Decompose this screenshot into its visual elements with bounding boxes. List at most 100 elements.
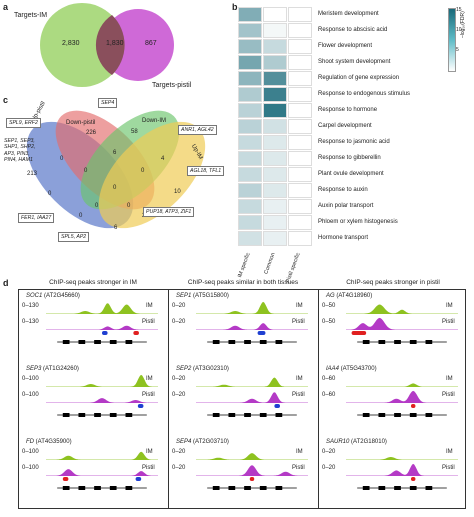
im-signal [46,451,158,460]
im-signal [46,374,158,387]
exon-block [125,413,133,417]
gene-box-sep4: SEP4 [98,98,118,108]
pistil-track-label: Pistil [142,465,155,471]
gene-title: AG (AT4G18960) [326,293,372,299]
heatmap-cell [263,71,287,86]
go-term-label: Response to jasmonic acid [318,139,390,145]
pistil-track-label: Pistil [442,319,455,325]
im-scale: 0–130 [22,303,39,309]
pistil-signal [46,469,158,476]
venn-overlap [95,15,125,75]
gene-title: SEP3 (AT1G24260) [26,366,79,372]
gene-title: SOC1 (AT2G45660) [26,293,80,299]
gene-id: (AT2G18010) [351,439,387,445]
heatmap-cell [238,103,262,118]
panel-d-column-divider [318,289,319,509]
peak-region [257,331,266,335]
im-signal [196,377,308,387]
venn4-count-down-im: 58 [131,129,138,135]
go-term-label: Regulation of gene expression [318,75,400,81]
colorbar-tick-15: 15 [456,7,462,13]
heatmap-cell [288,87,312,102]
pistil-signal [346,463,458,476]
exon-block [78,413,86,417]
exon-block [228,486,236,490]
exon-block [425,486,433,490]
heatmap-cell [263,23,287,38]
heatmap-cell [288,167,312,182]
exon-block [259,340,267,344]
chip-track-svg [46,451,158,490]
exon-block [275,486,283,490]
venn4-count-up-uim: 10 [174,189,181,195]
venn-overlap-count: 1,830 [106,40,124,47]
venn-set1-label: Targets-IM [14,12,48,19]
im-signal [346,383,458,387]
exon-block [212,413,220,417]
go-term-label: Response to abscisic acid [318,27,388,33]
heatmap-cell [288,119,312,134]
im-scale: 0–60 [322,376,336,382]
heatmap-cell [263,103,287,118]
gene-name: SEP4 [176,439,194,445]
exon-block [109,340,117,344]
go-term-label: Response to endogenous stimulus [318,91,411,97]
go-term-label: Carpel development [318,123,372,129]
exon-block [362,486,370,490]
heatmap-cell [238,199,262,214]
im-signal [46,303,158,314]
im-signal [346,457,458,460]
exon-block [212,340,220,344]
chip-track-svg [46,374,158,417]
gene-box-agl18: AGL18, TFL1 [187,166,225,176]
im-scale: 0–100 [22,376,39,382]
exon-block [244,340,251,344]
panel-b-letter: b [232,2,238,12]
pistil-signal [346,317,458,330]
heatmap-cell [238,183,262,198]
peak-region [135,477,142,481]
gene-id: (AT2G45660) [44,293,80,299]
venn-only-pistil-count: 867 [145,40,157,47]
gene-name: SAUR10 [326,439,352,445]
pistil-scale: 0–20 [172,319,186,325]
panel-c-letter: c [3,95,9,105]
gene-id: (AT4G35900) [35,439,72,445]
heatmap-cell [238,55,262,70]
im-signal [346,304,458,314]
peak-region [410,477,416,481]
exon-block [109,413,117,417]
heatmap-cell [238,167,262,182]
venn4-count-dp-uim: 0 [127,203,131,209]
gene-box-pup18: PUP18, ATP3, ZIF1 [143,207,195,217]
panel-a-letter: a [3,2,9,12]
chip-track-svg [346,304,458,344]
heatmap-cell [263,167,287,182]
im-track-label: IM [296,449,303,455]
go-term-label: Shoot system development [318,59,391,65]
exon-block [275,413,283,417]
exon-block [394,340,401,344]
exon-block [409,486,417,490]
venn4-count-dp-dim: 6 [113,150,117,156]
go-term-label: Hormone transport [318,235,369,241]
peak-region [62,477,69,481]
heatmap-cell [238,151,262,166]
exon-block [425,340,433,344]
peak-region [133,331,139,335]
heatmap-cell [238,215,262,230]
heatmap-cell [263,135,287,150]
heatmap-cell [263,55,287,70]
heatmap-cell [263,87,287,102]
exon-block [109,486,117,490]
pistil-signal [196,323,308,330]
exon-block [378,340,386,344]
heatmap-cell [288,231,312,246]
peak-region [410,404,416,408]
heatmap-cell [238,119,262,134]
pistil-scale: 0–20 [322,465,336,471]
venn4-count-dp-dim-uim: 0 [141,168,145,174]
peak-region [137,404,144,408]
gene-title: SAUR10 (AT2G18010) [326,439,387,445]
pistil-scale: 0–50 [322,319,336,325]
